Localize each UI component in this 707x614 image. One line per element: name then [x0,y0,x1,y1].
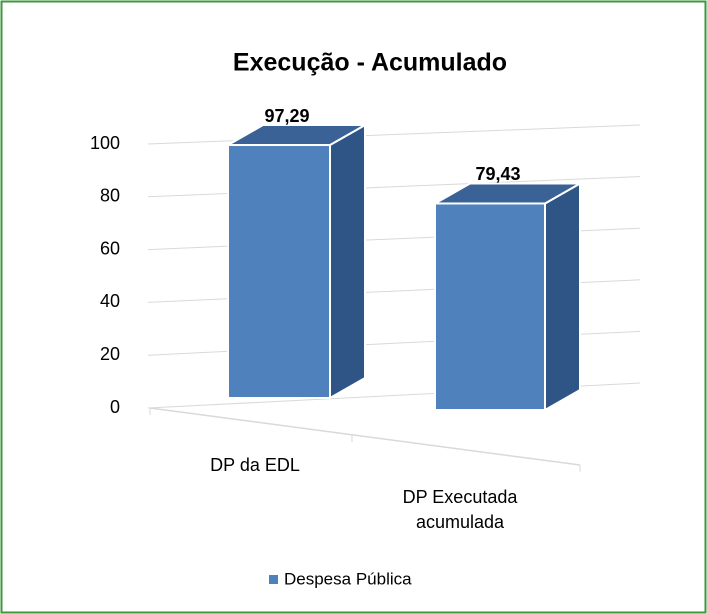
legend-label: Despesa Pública [284,569,412,588]
x-tick-label: DP da EDL [210,455,300,475]
y-tick-label: 0 [110,397,120,417]
x-tick-label: DP Executada acumulada [402,487,518,532]
y-tick-label: 20 [100,344,120,364]
grid-line [147,124,641,145]
y-tick-label: 40 [100,291,120,311]
y-tick-label: 100 [90,133,120,153]
y-tick-label: 60 [100,238,120,258]
data-label: 97,29 [264,106,309,126]
legend-swatch [269,575,278,584]
bar [434,202,546,411]
bar [227,144,331,399]
bar-side [544,181,581,412]
floor-edge [149,407,581,466]
data-label: 79,43 [475,164,520,184]
chart-title: Execução - Acumulado [233,49,507,77]
bar-side [329,123,366,400]
y-tick-label: 80 [100,186,120,206]
